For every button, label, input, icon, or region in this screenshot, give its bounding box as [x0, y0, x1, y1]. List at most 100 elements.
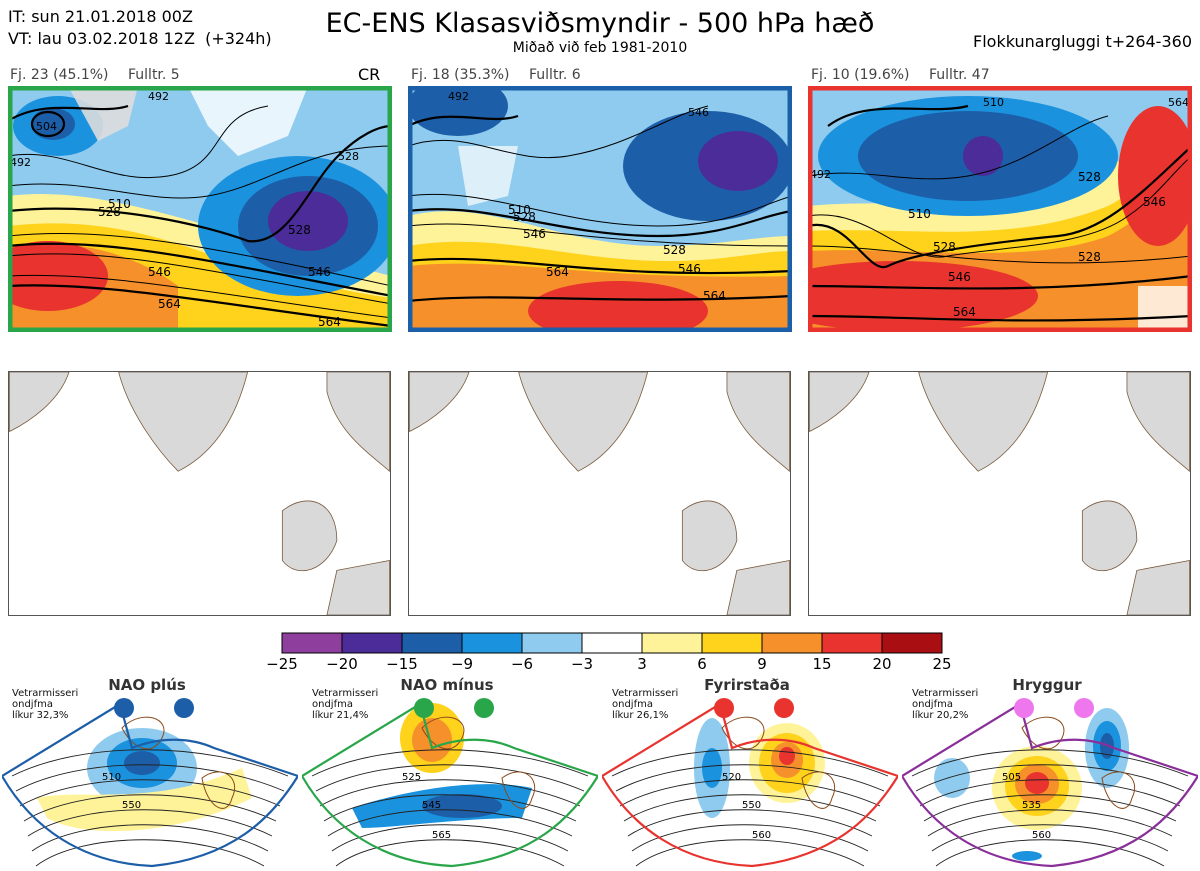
regime-dot-icon [1014, 698, 1034, 718]
coastline-map-3 [808, 371, 1191, 616]
regime-contour-label: 545 [422, 800, 441, 811]
cluster-1-label: Fj. 23 (45.1%) [10, 67, 109, 83]
page-title: EC-ENS Klasasviðsmyndir - 500 hPa hæð [325, 8, 875, 39]
colorbar-swatch [281, 632, 343, 654]
colorbar-tick-label: −6 [510, 655, 534, 673]
regime-contour-label: 560 [752, 830, 771, 841]
colorbar-swatch [701, 632, 763, 654]
coastline-map-2 [408, 371, 791, 616]
page-subtitle: Miðað við feb 1981-2010 [512, 40, 688, 56]
cluster-1-contour-label: 528 [338, 150, 359, 163]
cluster-1-contour-label: 564 [158, 297, 181, 311]
regime-dot-icon [774, 698, 794, 718]
regime-note-line: Vetrarmisseri [12, 688, 79, 699]
regime-dot-icon [114, 698, 134, 718]
regime-dot-icon [1074, 698, 1094, 718]
regime-title: NAO plús [108, 676, 186, 694]
regime-contour-label: 565 [432, 830, 451, 841]
cluster-2-contour-label: 546 [688, 106, 709, 119]
initial-time: IT: sun 21.01.2018 00Z [8, 7, 193, 26]
regime-note: Vetrarmisseri ondjfma líkur 21,4% [312, 688, 378, 721]
cluster-1-contour-label: 528 [288, 223, 311, 237]
colorbar-tick-label: −3 [570, 655, 594, 673]
cluster-3-contour-label: 528 [1078, 250, 1101, 264]
cluster-1-contour-label: 546 [308, 265, 331, 279]
colorbar-tick-label: 3 [637, 655, 647, 673]
colorbar-swatch [761, 632, 823, 654]
regime-note-line: ondjfma [912, 699, 953, 710]
regime-contour-label: 525 [402, 772, 421, 783]
colorbar-tick-label: 6 [697, 655, 707, 673]
colorbar [281, 632, 943, 654]
colorbar-swatch [641, 632, 703, 654]
cluster-1-fulltr: Fulltr. 5 [128, 67, 180, 83]
colorbar-tick-label: 20 [872, 655, 892, 673]
regime-dot-icon [474, 698, 494, 718]
regime-note-line: ondjfma [312, 699, 353, 710]
regime-map-1: 510 550 [2, 702, 298, 868]
regime-dot-icon [414, 698, 434, 718]
regime-map-2: 525 545 565 [302, 702, 598, 868]
cluster-3-map: 492 510 528 546 564 510 528 546 564 528 [808, 86, 1192, 332]
regime-contour-label: 535 [1022, 800, 1041, 811]
colorbar-swatch [401, 632, 463, 654]
regime-note-line: líkur 26,1% [612, 710, 669, 721]
cluster-2-contour-label: 564 [546, 265, 569, 279]
cluster-1-contour-label: 492 [148, 90, 169, 103]
cluster-1-contour-label: 510 [108, 197, 131, 211]
regime-contour-label: 550 [742, 800, 761, 811]
regime-contour-label: 510 [102, 772, 121, 783]
regime-title: NAO mínus [400, 676, 494, 694]
colorbar-tick-label: −9 [450, 655, 474, 673]
cluster-3-contour-label: 546 [948, 270, 971, 284]
regime-contour-label: 550 [122, 800, 141, 811]
colorbar-swatch [581, 632, 643, 654]
cluster-2-fulltr: Fulltr. 6 [529, 67, 581, 83]
colorbar-swatch [341, 632, 403, 654]
cluster-2-contour-label: 564 [703, 289, 726, 303]
cluster-1-tag: CR [358, 65, 381, 84]
cluster-3-contour-label: 564 [953, 305, 976, 319]
header-info: IT: sun 21.01.2018 00Z VT: lau 03.02.201… [8, 6, 272, 50]
valid-time: VT: lau 03.02.2018 12Z (+324h) [8, 29, 272, 48]
cluster-2-contour-label: 510 [508, 203, 531, 217]
cluster-2-label: Fj. 18 (35.3%) [411, 67, 510, 83]
regime-contour-label: 560 [1032, 830, 1051, 841]
cluster-1-contour-label: 504 [36, 120, 57, 133]
cluster-3-contour-label: 564 [1168, 96, 1189, 109]
cluster-1-contour-label: 564 [318, 315, 341, 329]
regime-title: Fyrirstaða [704, 676, 790, 694]
cluster-3-contour-label: 546 [1143, 195, 1166, 209]
classification-window: Flokkunargluggi t+264-360 [973, 32, 1192, 51]
colorbar-tick-label: −15 [386, 655, 418, 673]
colorbar-swatch [521, 632, 583, 654]
regime-map-4: 505 535 560 [902, 702, 1198, 868]
regime-note-line: Vetrarmisseri [612, 688, 679, 699]
colorbar-tick-label: 25 [932, 655, 952, 673]
cluster-3-contour-label: 528 [1078, 170, 1101, 184]
colorbar-tick-label: −20 [326, 655, 358, 673]
cluster-3-contour-label: 510 [908, 207, 931, 221]
cluster-3-label: Fj. 10 (19.6%) [811, 67, 910, 83]
regime-note: Vetrarmisseri ondjfma líkur 26,1% [612, 688, 678, 721]
colorbar-tick-label: −25 [266, 655, 298, 673]
cluster-2-contour-label: 546 [678, 262, 701, 276]
cluster-1-contour-label: 546 [148, 265, 171, 279]
regime-note-line: líkur 20,2% [912, 710, 969, 721]
regime-note-line: ondjfma [612, 699, 653, 710]
regime-contour-label: 520 [722, 772, 741, 783]
cluster-2-contour-label: 528 [513, 210, 536, 224]
colorbar-tick-label: 15 [812, 655, 832, 673]
regime-dot-icon [174, 698, 194, 718]
cluster-2-contour-label: 492 [448, 90, 469, 103]
cluster-3-contour-label: 492 [810, 168, 831, 181]
regime-note-line: líkur 32,3% [12, 710, 69, 721]
cluster-1-contour-label: 492 [10, 156, 31, 169]
cluster-3-fulltr: Fulltr. 47 [929, 67, 990, 83]
regime-note-line: ondjfma [12, 699, 53, 710]
cluster-2-contour-label: 528 [663, 243, 686, 257]
cluster-2-contour-label: 546 [523, 227, 546, 241]
colorbar-swatch [881, 632, 943, 654]
colorbar-swatch [461, 632, 523, 654]
cluster-1-map: 528 510 546 564 564 528 546 504 492 528 … [8, 86, 392, 332]
